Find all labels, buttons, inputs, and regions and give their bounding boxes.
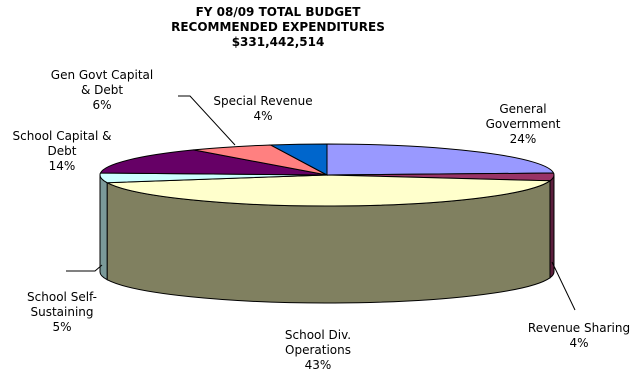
slice-name-0-line-1: Government (486, 117, 561, 131)
slice-name-0-line-0: General (499, 102, 546, 116)
leader-line-5 (178, 95, 236, 146)
slice-name-1-line-0: Revenue Sharing (528, 321, 630, 335)
slice-percent-1: 4% (569, 336, 588, 350)
chart-title-line-1: FY 08/09 TOTAL BUDGET (196, 5, 362, 19)
leader-lines (66, 95, 576, 311)
leader-line-3 (66, 264, 103, 272)
pie-side-3 (99, 174, 108, 281)
pie-slice-4 (99, 149, 328, 176)
chart-title-line-3: $331,442,514 (232, 35, 325, 49)
slice-name-2-line-0: School Div. (285, 328, 351, 342)
slice-percent-5: 6% (92, 98, 111, 112)
slice-percent-2: 43% (305, 358, 332, 372)
slice-name-5-line-0: Gen Govt Capital (51, 68, 153, 82)
chart-title-line-2: RECOMMENDED EXPENDITURES (171, 20, 385, 34)
pie-slice-6 (268, 143, 328, 176)
pie-slice-2 (105, 174, 552, 207)
slice-name-3-line-0: School Self- (27, 290, 97, 304)
leader-line-1 (551, 261, 576, 311)
slice-percent-3: 5% (52, 320, 71, 334)
slice-percent-0: 24% (510, 132, 537, 146)
slice-name-6-line-0: Special Revenue (213, 94, 312, 108)
chart-title: FY 08/09 TOTAL BUDGET RECOMMENDED EXPEND… (171, 5, 385, 49)
slice-percent-4: 14% (49, 159, 76, 173)
slice-name-5-line-1: & Debt (81, 83, 123, 97)
slice-name-2-line-1: Operations (285, 343, 351, 357)
slice-name-4-line-0: School Capital & (13, 129, 112, 143)
pie-slice-0 (326, 143, 555, 176)
slice-percent-6: 4% (253, 109, 272, 123)
slice-name-3-line-1: Sustaining (30, 305, 93, 319)
slice-name-4-line-1: Debt (48, 144, 77, 158)
pie-top-slices (99, 143, 555, 207)
